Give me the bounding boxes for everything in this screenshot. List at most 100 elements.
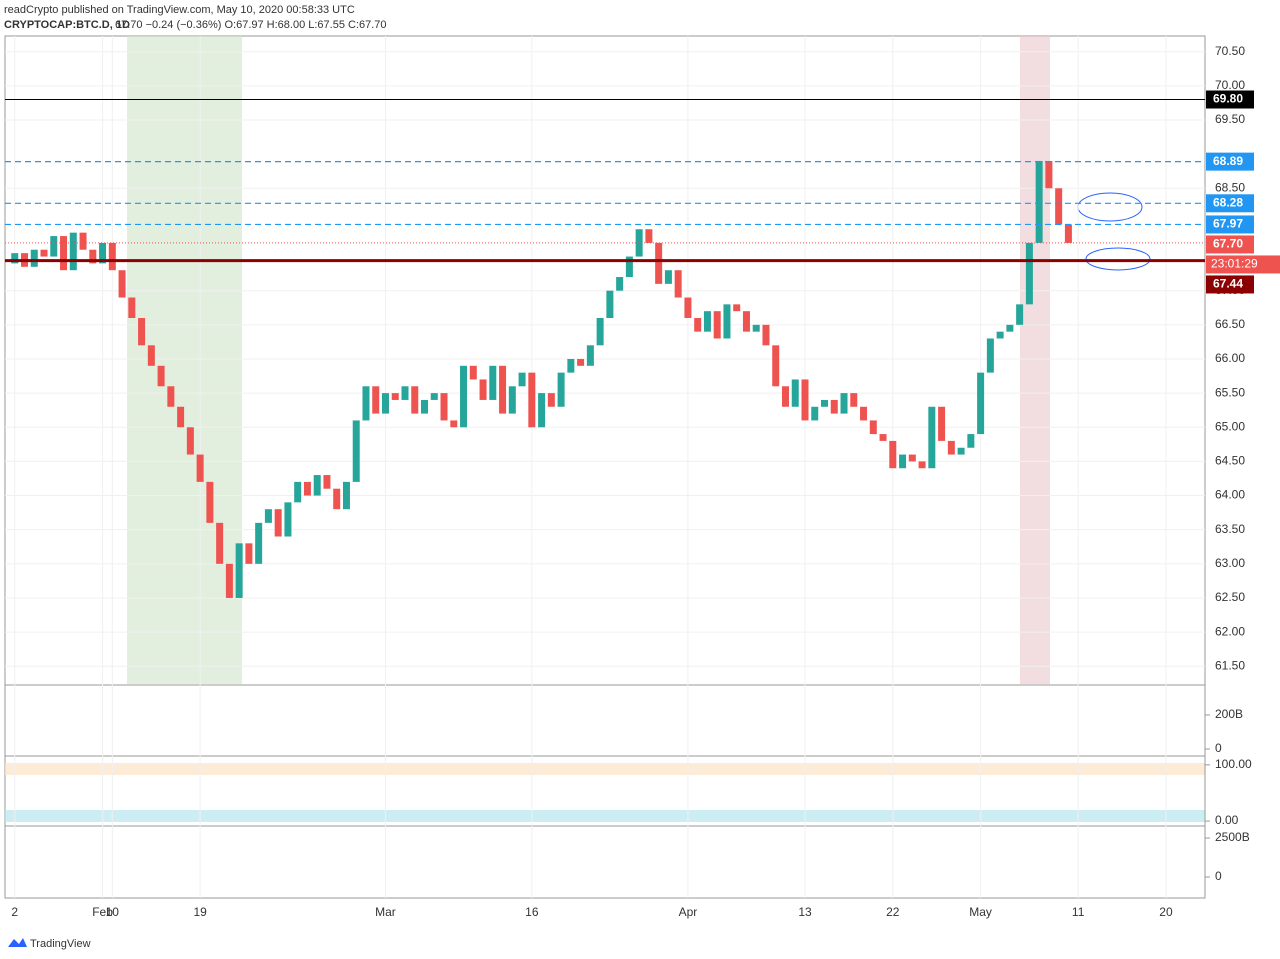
candle <box>674 270 682 298</box>
candle <box>206 481 214 523</box>
pane-tick-label: 200B <box>1215 707 1243 721</box>
candle <box>996 331 1004 339</box>
candle <box>528 372 536 428</box>
candle <box>401 386 409 400</box>
candle <box>986 338 994 373</box>
candle <box>772 345 780 387</box>
countdown: 23:01:29 <box>1211 257 1258 271</box>
price-tag <box>1206 194 1254 213</box>
candle <box>138 318 146 346</box>
y-tick-label: 62.00 <box>1215 624 1245 638</box>
pane-tick-label: 0.00 <box>1215 813 1239 827</box>
candle <box>342 481 350 510</box>
candle <box>947 440 955 455</box>
footer: TradingView <box>30 938 91 950</box>
candle <box>255 522 263 564</box>
candle <box>186 427 194 455</box>
candle <box>762 324 770 346</box>
x-tick-label: May <box>969 905 992 919</box>
candle <box>557 372 565 407</box>
candle <box>157 365 165 387</box>
candle <box>899 454 907 469</box>
candle <box>118 270 126 298</box>
candle <box>245 543 253 564</box>
candle <box>547 393 555 407</box>
candle <box>616 277 624 291</box>
candle <box>733 304 741 312</box>
price-tag <box>1206 275 1254 294</box>
countdown-tag <box>1206 255 1280 274</box>
candle <box>1035 160 1043 243</box>
candle <box>596 318 604 346</box>
candle <box>499 365 507 414</box>
candle <box>411 386 419 414</box>
candle <box>655 242 663 284</box>
candle <box>469 365 477 380</box>
candle <box>811 406 819 421</box>
candle <box>801 379 809 421</box>
candle <box>957 447 965 455</box>
x-tick-label: 13 <box>798 905 812 919</box>
candle <box>1016 304 1024 325</box>
highlight-zone <box>127 36 242 684</box>
candle <box>830 399 838 414</box>
y-tick-label: 69.50 <box>1215 112 1245 126</box>
candle <box>479 379 487 400</box>
candle <box>918 461 926 469</box>
candle <box>508 386 516 414</box>
y-tick-label: 70.50 <box>1215 44 1245 58</box>
candle <box>313 475 321 496</box>
candle <box>225 563 233 598</box>
x-tick-label: Apr <box>679 905 698 919</box>
candle <box>11 253 19 264</box>
y-tick-label: 65.50 <box>1215 385 1245 399</box>
candle <box>684 297 692 319</box>
candle <box>196 454 204 482</box>
candle <box>69 232 77 271</box>
candle <box>791 379 799 407</box>
drawing-circle <box>1085 247 1151 271</box>
candle <box>440 393 448 421</box>
candle <box>889 440 897 469</box>
candle <box>60 236 68 271</box>
candle <box>625 256 633 278</box>
candle <box>216 522 224 564</box>
candle <box>713 311 721 339</box>
candle <box>50 236 58 257</box>
candle <box>967 434 975 448</box>
candle <box>752 324 760 332</box>
candle <box>664 270 672 284</box>
candle <box>928 406 936 469</box>
price-tag-label: 67.70 <box>1213 237 1243 251</box>
candle <box>40 249 48 257</box>
candle <box>381 393 389 414</box>
candle <box>167 386 175 407</box>
x-tick-label: 2 <box>11 905 18 919</box>
x-tick-label: Mar <box>375 905 396 919</box>
candle <box>781 386 789 407</box>
price-tag <box>1206 215 1254 234</box>
candle <box>362 386 370 421</box>
candle <box>264 509 272 523</box>
y-tick-label: 62.50 <box>1215 590 1245 604</box>
candle <box>147 345 155 366</box>
candle <box>460 365 468 428</box>
candle <box>645 229 653 243</box>
candle <box>977 372 985 435</box>
price-tag-label: 67.97 <box>1213 217 1243 231</box>
candle <box>860 406 868 421</box>
y-tick-label: 64.50 <box>1215 454 1245 468</box>
candle <box>430 393 438 400</box>
candle <box>372 386 380 414</box>
candle <box>742 311 750 332</box>
overbought-band <box>5 763 1205 775</box>
candle <box>30 249 38 267</box>
y-tick-label: 63.50 <box>1215 522 1245 536</box>
candle <box>333 488 341 510</box>
candle <box>586 345 594 366</box>
price-tag <box>1206 152 1254 171</box>
candle <box>1064 224 1072 243</box>
candle <box>606 290 614 319</box>
candle <box>274 509 282 537</box>
y-tick-label: 66.50 <box>1215 317 1245 331</box>
